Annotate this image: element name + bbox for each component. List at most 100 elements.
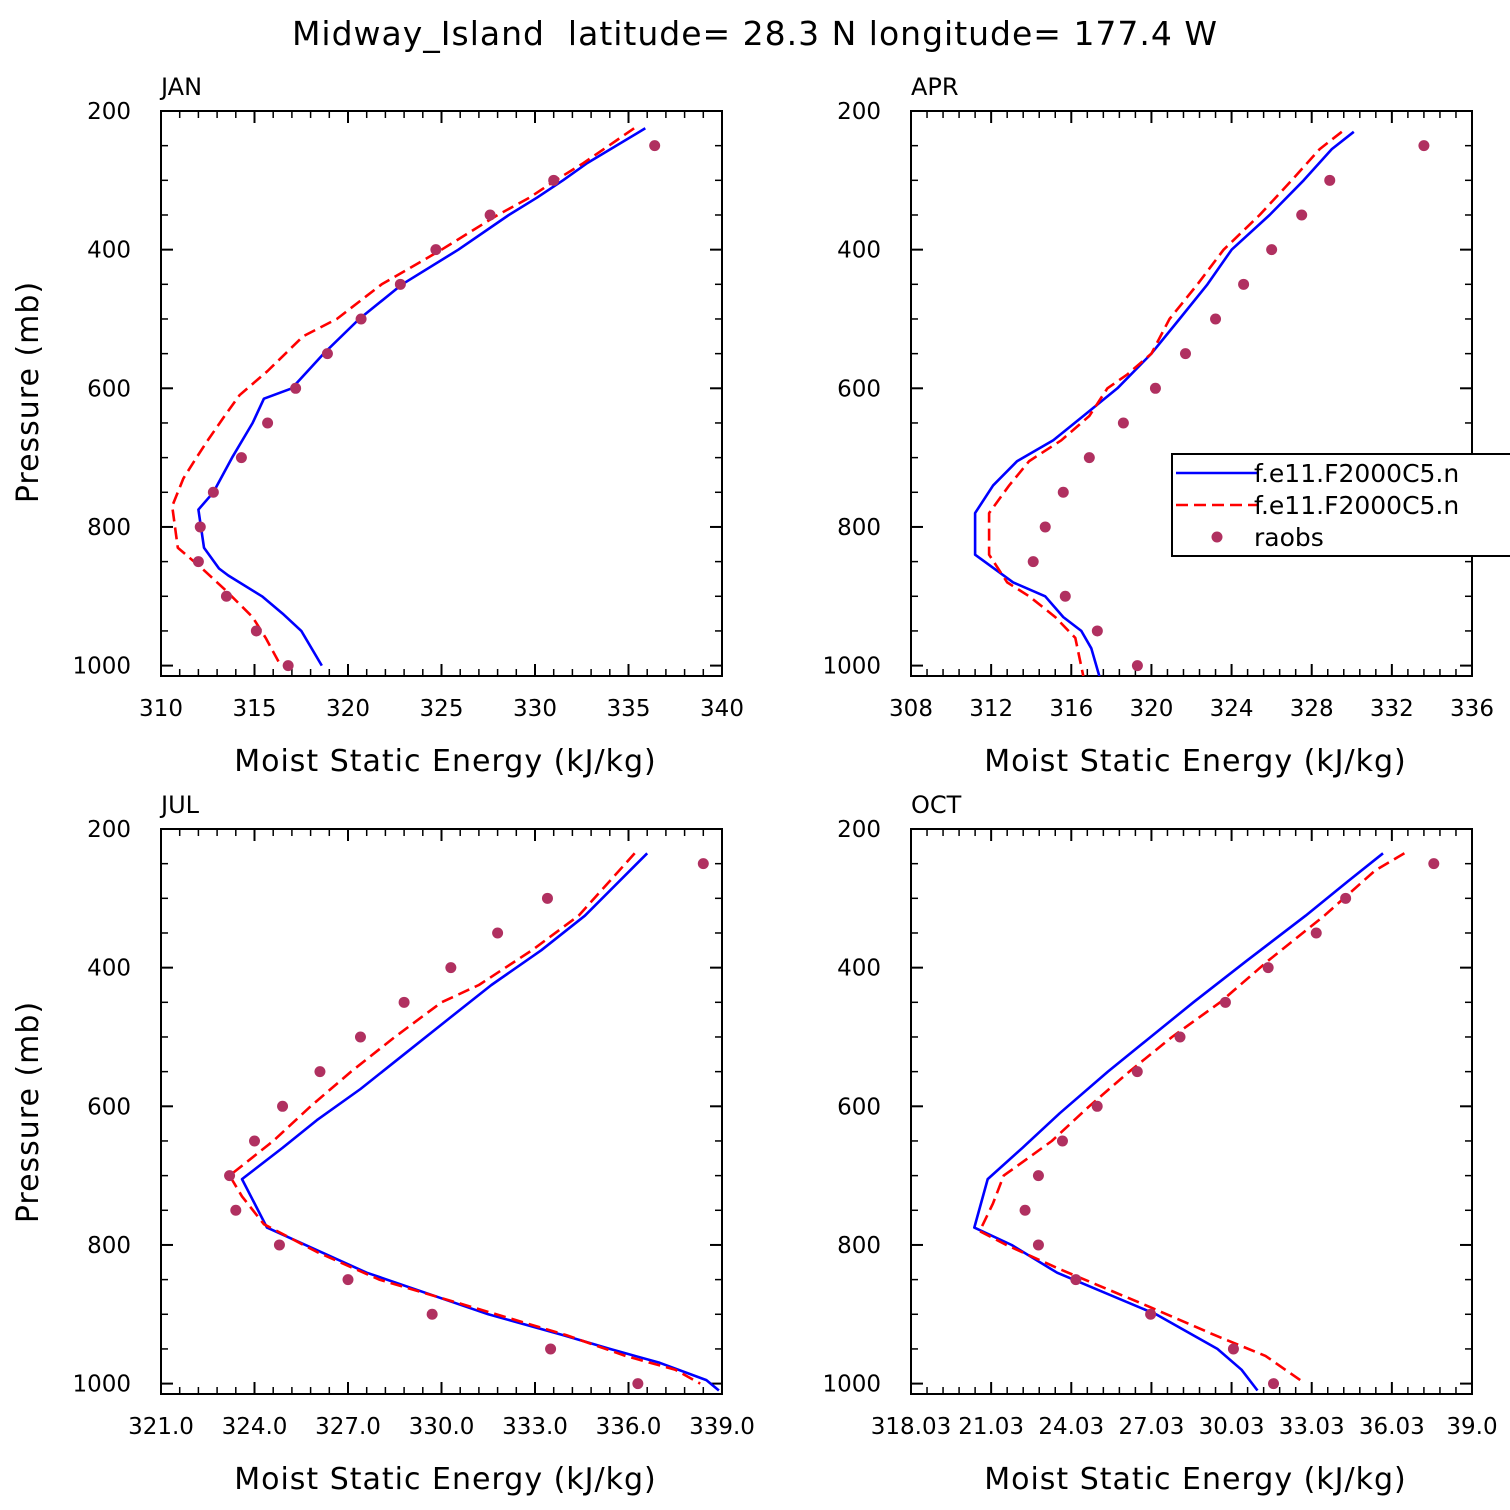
raobs-point [249, 1135, 260, 1147]
raobs-point [194, 521, 206, 533]
raobs-point [1340, 892, 1352, 904]
plot-area [972, 852, 1440, 1392]
y-tick-label: 1000 [822, 1372, 881, 1398]
series-line-solid [972, 852, 1384, 1392]
raobs-point [1174, 1031, 1186, 1043]
x-tick-label: 33.03 [1279, 1414, 1345, 1440]
series-line-dashed [978, 852, 1406, 1382]
raobs-point [354, 1031, 366, 1043]
x-tick-label: 321.0 [128, 1414, 194, 1440]
raobs-point [1019, 1204, 1031, 1216]
raobs-point [1039, 521, 1051, 533]
x-tick-label: 325 [420, 696, 464, 722]
y-tick-label: 800 [87, 1233, 131, 1259]
plot-frame [910, 828, 1473, 1395]
y-tick-label: 600 [837, 1094, 881, 1120]
panel-label: OCT [911, 791, 962, 819]
plot-area [224, 852, 720, 1392]
y-tick-label: 400 [837, 238, 881, 264]
raobs-point [1131, 1066, 1143, 1078]
raobs-point [1027, 556, 1039, 568]
raobs-point [314, 1066, 326, 1078]
raobs-point [230, 1204, 242, 1216]
raobs-point [1266, 244, 1278, 256]
series-line-solid [197, 127, 646, 667]
y-tick-label: 200 [87, 99, 131, 125]
legend-box [1171, 453, 1510, 557]
raobs-point [220, 590, 232, 602]
raobs-point [224, 1170, 236, 1182]
raobs-point [548, 174, 560, 186]
raobs-point [1428, 858, 1440, 870]
raobs-point [1310, 927, 1322, 939]
x-tick-label: 21.03 [958, 1414, 1024, 1440]
raobs-point [1056, 1135, 1068, 1147]
plot-frame [160, 110, 723, 677]
legend-label: f.e11.F2000C5.n [1254, 491, 1459, 520]
plot-frame [910, 110, 1473, 677]
series-line-dashed [987, 130, 1343, 676]
raobs-point [1219, 996, 1231, 1008]
x-tick-label: 27.03 [1118, 1414, 1184, 1440]
raobs-point [1131, 660, 1143, 672]
x-tick-label: 324 [1210, 696, 1254, 722]
y-tick-label: 800 [837, 515, 881, 541]
y-tick-label: 1000 [822, 654, 881, 680]
x-axis-label: Moist Static Energy (kJ/kg) [984, 744, 1407, 779]
y-tick-label: 200 [837, 99, 881, 125]
raobs-point [355, 313, 367, 325]
panel-apr: APR 308 312 316 320 324 328 332 336 200 400 600 800 1… [822, 73, 1494, 779]
raobs-point [262, 417, 274, 429]
raobs-point [1057, 486, 1069, 498]
x-tick-label: 24.03 [1038, 1414, 1104, 1440]
raobs-point [1179, 348, 1191, 360]
x-tick-label: 332 [1370, 696, 1414, 722]
x-tick-label: 324.0 [222, 1414, 288, 1440]
raobs-point [342, 1274, 354, 1286]
raobs-point [445, 962, 457, 974]
x-axis-label: Moist Static Energy (kJ/kg) [984, 1462, 1407, 1497]
x-tick-label: 30.03 [1199, 1414, 1265, 1440]
raobs-point [235, 452, 247, 464]
raobs-point [282, 660, 294, 672]
series-line-solid [973, 130, 1355, 676]
panel-jan: JAN 310 315 320 325 330 335 340 200 400 600 800 1000… [11, 73, 744, 779]
y-tick-label: 600 [87, 376, 131, 402]
x-tick-label: 328 [1290, 696, 1334, 722]
x-tick-label: 308 [889, 696, 933, 722]
raobs-point [394, 278, 406, 290]
figure-title: Midway_Island latitude= 28.3 N longitude… [292, 14, 1218, 53]
raobs-point [1117, 417, 1129, 429]
x-tick-label: 310 [139, 696, 183, 722]
x-tick-label: 320 [1129, 696, 1173, 722]
legend-label: f.e11.F2000C5.n [1254, 459, 1459, 488]
raobs-point [545, 1343, 557, 1355]
x-tick-label: 312 [969, 696, 1013, 722]
series-line-dashed [170, 127, 635, 667]
raobs-point [1083, 452, 1095, 464]
y-tick-label: 800 [837, 1233, 881, 1259]
raobs-point [632, 1378, 644, 1390]
y-tick-label: 1000 [72, 1372, 131, 1398]
panel-oct: OCT 318.03 21.03 24.03 27.03 30.03 33.03 36.03 3… [822, 791, 1497, 1497]
y-tick-label: 400 [87, 956, 131, 982]
plot-area [170, 127, 661, 672]
x-tick-label: 336 [1450, 696, 1494, 722]
x-tick-label: 320 [326, 696, 370, 722]
x-tick-label: 315 [233, 696, 277, 722]
raobs-point [697, 858, 709, 870]
x-tick-label: 316 [1049, 696, 1093, 722]
y-axis-label: Pressure (mb) [11, 1001, 46, 1223]
y-tick-label: 800 [87, 515, 131, 541]
raobs-point [1070, 1274, 1082, 1286]
series-line-solid [240, 852, 720, 1392]
raobs-point [273, 1239, 285, 1251]
raobs-point [1149, 382, 1161, 394]
raobs-point [430, 244, 442, 256]
series-line-dashed [228, 852, 701, 1385]
raobs-point [484, 209, 496, 221]
raobs-point [1032, 1170, 1044, 1182]
raobs-point [426, 1308, 438, 1320]
legend-label: raobs [1254, 523, 1324, 552]
